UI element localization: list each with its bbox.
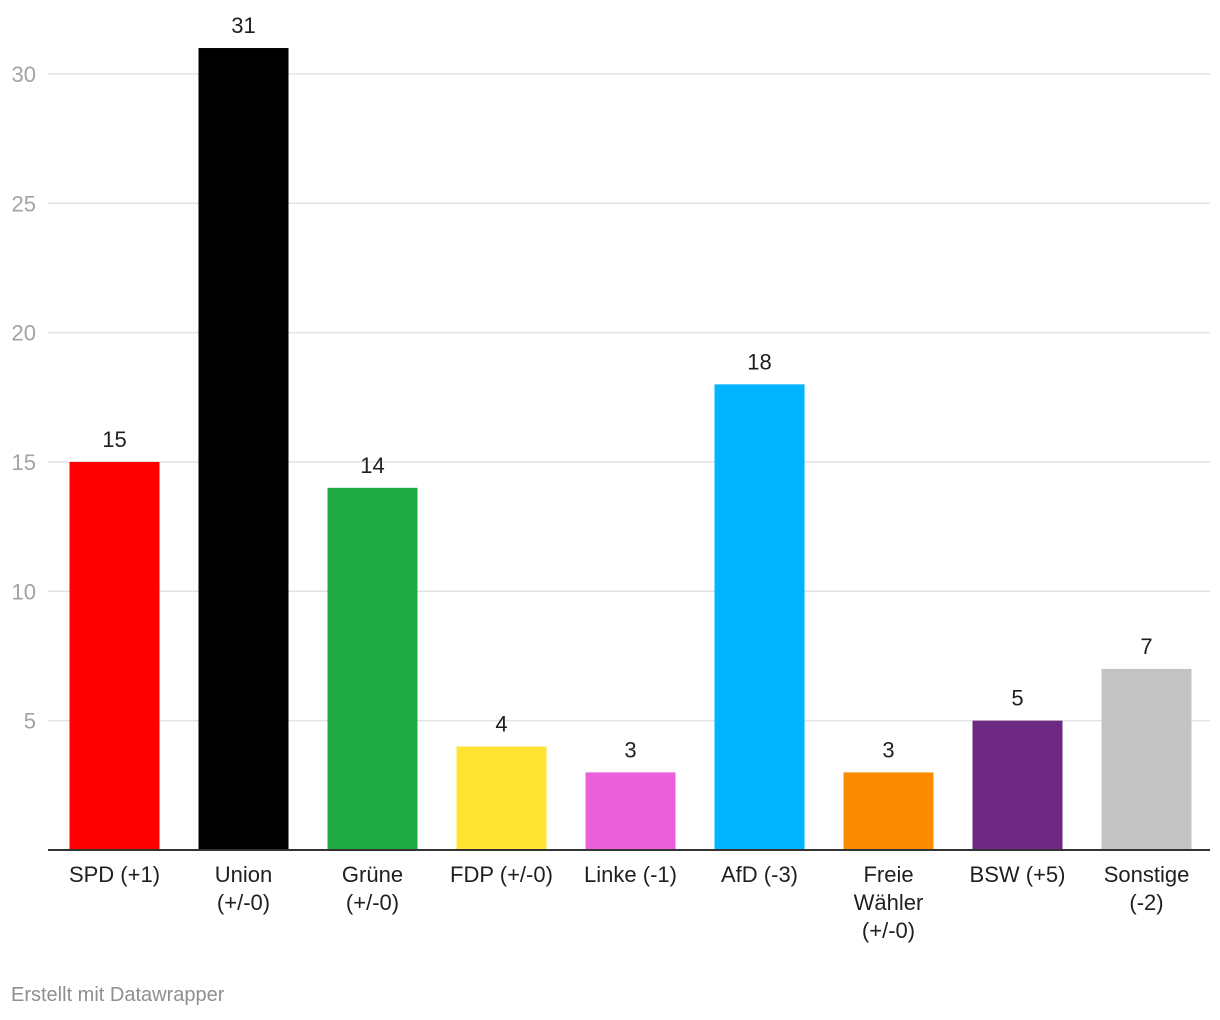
- bar-chart: 5 10 15 20 25 30 15 31 14 4 3 18 3 5 7 SPD (+1) Union (…: [12, 13, 1210, 943]
- category-label: FDP (+/-0): [450, 862, 553, 887]
- value-label: 18: [747, 349, 771, 374]
- category-label: Freie: [863, 862, 913, 887]
- credit-text: Erstellt mit Datawrapper: [11, 984, 225, 1006]
- category-label: (+/-0): [862, 918, 915, 943]
- category-label: SPD (+1): [69, 862, 160, 887]
- y-axis-ticks: 5 10 15 20 25 30: [12, 62, 36, 734]
- value-label: 7: [1140, 634, 1152, 659]
- category-label: (+/-0): [346, 890, 399, 915]
- bar: [456, 746, 547, 850]
- value-label: 31: [231, 13, 255, 38]
- bar: [972, 720, 1063, 850]
- value-label: 5: [1011, 686, 1023, 711]
- category-label: Union: [215, 862, 272, 887]
- bar: [69, 461, 160, 850]
- y-tick-label: 25: [12, 191, 36, 216]
- category-label: Linke (-1): [584, 862, 677, 887]
- y-tick-label: 30: [12, 62, 36, 87]
- category-label: Wähler: [854, 890, 924, 915]
- y-tick-label: 15: [12, 450, 36, 475]
- value-label: 3: [624, 737, 636, 762]
- bar: [198, 48, 289, 850]
- value-label: 15: [102, 427, 126, 452]
- y-tick-label: 10: [12, 579, 36, 604]
- category-label: (+/-0): [217, 890, 270, 915]
- bar: [327, 487, 418, 850]
- bar: [843, 772, 934, 850]
- category-label: BSW (+5): [970, 862, 1066, 887]
- y-tick-label: 5: [24, 709, 36, 734]
- bars: [69, 48, 1192, 850]
- value-label: 3: [882, 737, 894, 762]
- category-label: Grüne: [342, 862, 403, 887]
- category-labels: SPD (+1) Union (+/-0) Grüne (+/-0) FDP (+/-0)…: [69, 862, 1189, 943]
- category-label: Sonstige: [1104, 862, 1190, 887]
- bar: [585, 772, 676, 850]
- value-labels: 15 31 14 4 3 18 3 5 7: [102, 13, 1152, 762]
- category-label: AfD (-3): [721, 862, 798, 887]
- value-label: 14: [360, 453, 384, 478]
- bar: [1101, 668, 1192, 850]
- category-label: (-2): [1129, 890, 1163, 915]
- bar: [714, 384, 805, 850]
- y-tick-label: 20: [12, 321, 36, 346]
- value-label: 4: [495, 712, 507, 737]
